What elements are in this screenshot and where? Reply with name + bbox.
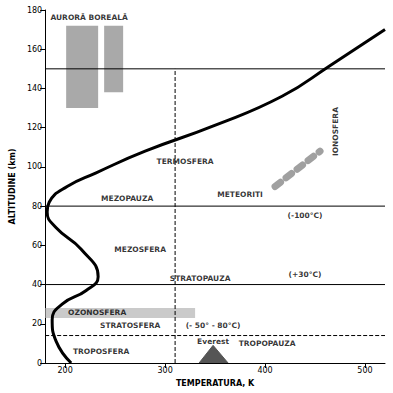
svg-text:160: 160 [27, 45, 42, 54]
svg-text:METEORITI: METEORITI [217, 190, 263, 199]
svg-text:Everest: Everest [197, 337, 229, 346]
svg-text:ALTITUDINE (km): ALTITUDINE (km) [8, 149, 17, 225]
svg-text:120: 120 [27, 123, 42, 132]
svg-text:300: 300 [157, 366, 172, 375]
svg-text:40: 40 [32, 280, 42, 289]
svg-text:(- 50° - 80°C): (- 50° - 80°C) [186, 321, 241, 330]
svg-text:(-100°C): (-100°C) [288, 211, 323, 220]
svg-text:IONOSFERA: IONOSFERA [331, 107, 340, 156]
svg-text:500: 500 [357, 366, 372, 375]
svg-text:TERMOSFERA: TERMOSFERA [157, 157, 214, 166]
svg-text:OZONOSFERA: OZONOSFERA [68, 308, 126, 317]
svg-text:STRATOPAUZA: STRATOPAUZA [170, 274, 231, 283]
svg-text:TROPOPAUZA: TROPOPAUZA [239, 339, 296, 348]
svg-text:(+30°C): (+30°C) [289, 270, 322, 279]
svg-text:400: 400 [257, 366, 272, 375]
svg-text:200: 200 [58, 366, 73, 375]
svg-text:100: 100 [27, 162, 42, 171]
svg-text:AURORĂ BOREALĂ: AURORĂ BOREALĂ [50, 13, 128, 22]
svg-text:TROPOSFERA: TROPOSFERA [73, 347, 130, 356]
svg-text:MEZOSFERA: MEZOSFERA [114, 245, 166, 254]
svg-text:0: 0 [37, 359, 42, 368]
svg-text:MEZOPAUZA: MEZOPAUZA [101, 194, 153, 203]
svg-text:TEMPERATURA, K: TEMPERATURA, K [176, 379, 255, 388]
svg-text:140: 140 [27, 84, 42, 93]
svg-text:STRATOSFERA: STRATOSFERA [100, 321, 160, 330]
svg-text:60: 60 [32, 241, 42, 250]
svg-text:20: 20 [32, 319, 42, 328]
svg-text:180: 180 [27, 6, 42, 15]
svg-text:80: 80 [32, 202, 42, 211]
